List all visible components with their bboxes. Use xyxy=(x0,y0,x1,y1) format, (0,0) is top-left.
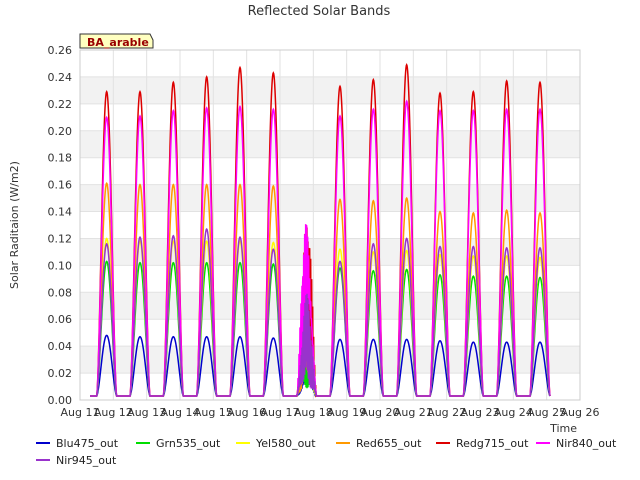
grid-band xyxy=(80,76,580,104)
y-axis-label: Solar Raditaion (W/m2) xyxy=(8,161,21,289)
x-tick-label: Aug 18 xyxy=(294,406,333,419)
x-tick-label: Aug 26 xyxy=(561,406,600,419)
x-tick-label: Aug 14 xyxy=(161,406,200,419)
legend-label: Yel580_out xyxy=(255,437,316,450)
y-tick-label: 0.04 xyxy=(48,340,73,353)
y-tick-label: 0.18 xyxy=(48,152,73,165)
x-tick-label: Aug 19 xyxy=(327,406,366,419)
grid-band xyxy=(80,184,580,212)
y-tick-label: 0.16 xyxy=(48,179,73,192)
legend-label: Grn535_out xyxy=(156,437,221,450)
x-axis-label: Time xyxy=(549,422,577,435)
series-line-nir945_out xyxy=(90,227,551,397)
x-tick-label: Aug 24 xyxy=(494,406,533,419)
legend-label: Nir840_out xyxy=(556,437,617,450)
chart-title: Reflected Solar Bands xyxy=(248,4,391,19)
x-tick-label: Aug 23 xyxy=(461,406,500,419)
plot-frame xyxy=(79,49,581,401)
badge: BA_arable xyxy=(79,33,154,49)
x-tick-label: Aug 16 xyxy=(227,406,266,419)
grid-band xyxy=(80,130,580,158)
y-tick-label: 0.26 xyxy=(48,44,73,57)
x-tick-label: Aug 21 xyxy=(394,406,433,419)
y-tick-label: 0.24 xyxy=(48,71,73,84)
y-tick-label: 0.00 xyxy=(48,394,73,407)
legend-label: Nir945_out xyxy=(56,454,117,467)
y-tick-label: 0.10 xyxy=(48,259,73,272)
x-tick-label: Aug 12 xyxy=(94,406,133,419)
x-tick-label: Aug 15 xyxy=(194,406,233,419)
y-tick-label: 0.12 xyxy=(48,232,73,245)
x-tick-label: Aug 11 xyxy=(61,406,100,419)
x-tick-label: Aug 20 xyxy=(361,406,400,419)
legend-label: Red655_out xyxy=(356,437,422,450)
grid-band xyxy=(80,346,580,374)
series-lines xyxy=(90,63,551,398)
y-tick-label: 0.14 xyxy=(48,206,73,219)
legend-label: Blu475_out xyxy=(56,437,119,450)
y-tick-label: 0.02 xyxy=(48,367,73,380)
legend-label: Redg715_out xyxy=(456,437,529,450)
x-tick-label: Aug 22 xyxy=(427,406,466,419)
grid-band xyxy=(80,238,580,266)
y-axis-ticks: 0.00 0.02 0.04 0.06 0.08 0.10 0.12 0.14 0.16 0.18… xyxy=(48,44,73,407)
x-tick-label: Aug 13 xyxy=(127,406,166,419)
y-tick-label: 0.20 xyxy=(48,125,73,138)
y-tick-label: 0.22 xyxy=(48,98,73,111)
y-tick-label: 0.08 xyxy=(48,286,73,299)
y-tick-label: 0.06 xyxy=(48,313,73,326)
x-tick-label: Aug 25 xyxy=(527,406,566,419)
x-tick-label: Aug 17 xyxy=(261,406,300,419)
badge-label: BA_arable xyxy=(87,36,149,49)
legend: Blu475_out Grn535_out Yel580_out Red655_out… xyxy=(36,437,617,467)
grid-bands xyxy=(80,76,580,374)
grid-band xyxy=(80,292,580,320)
